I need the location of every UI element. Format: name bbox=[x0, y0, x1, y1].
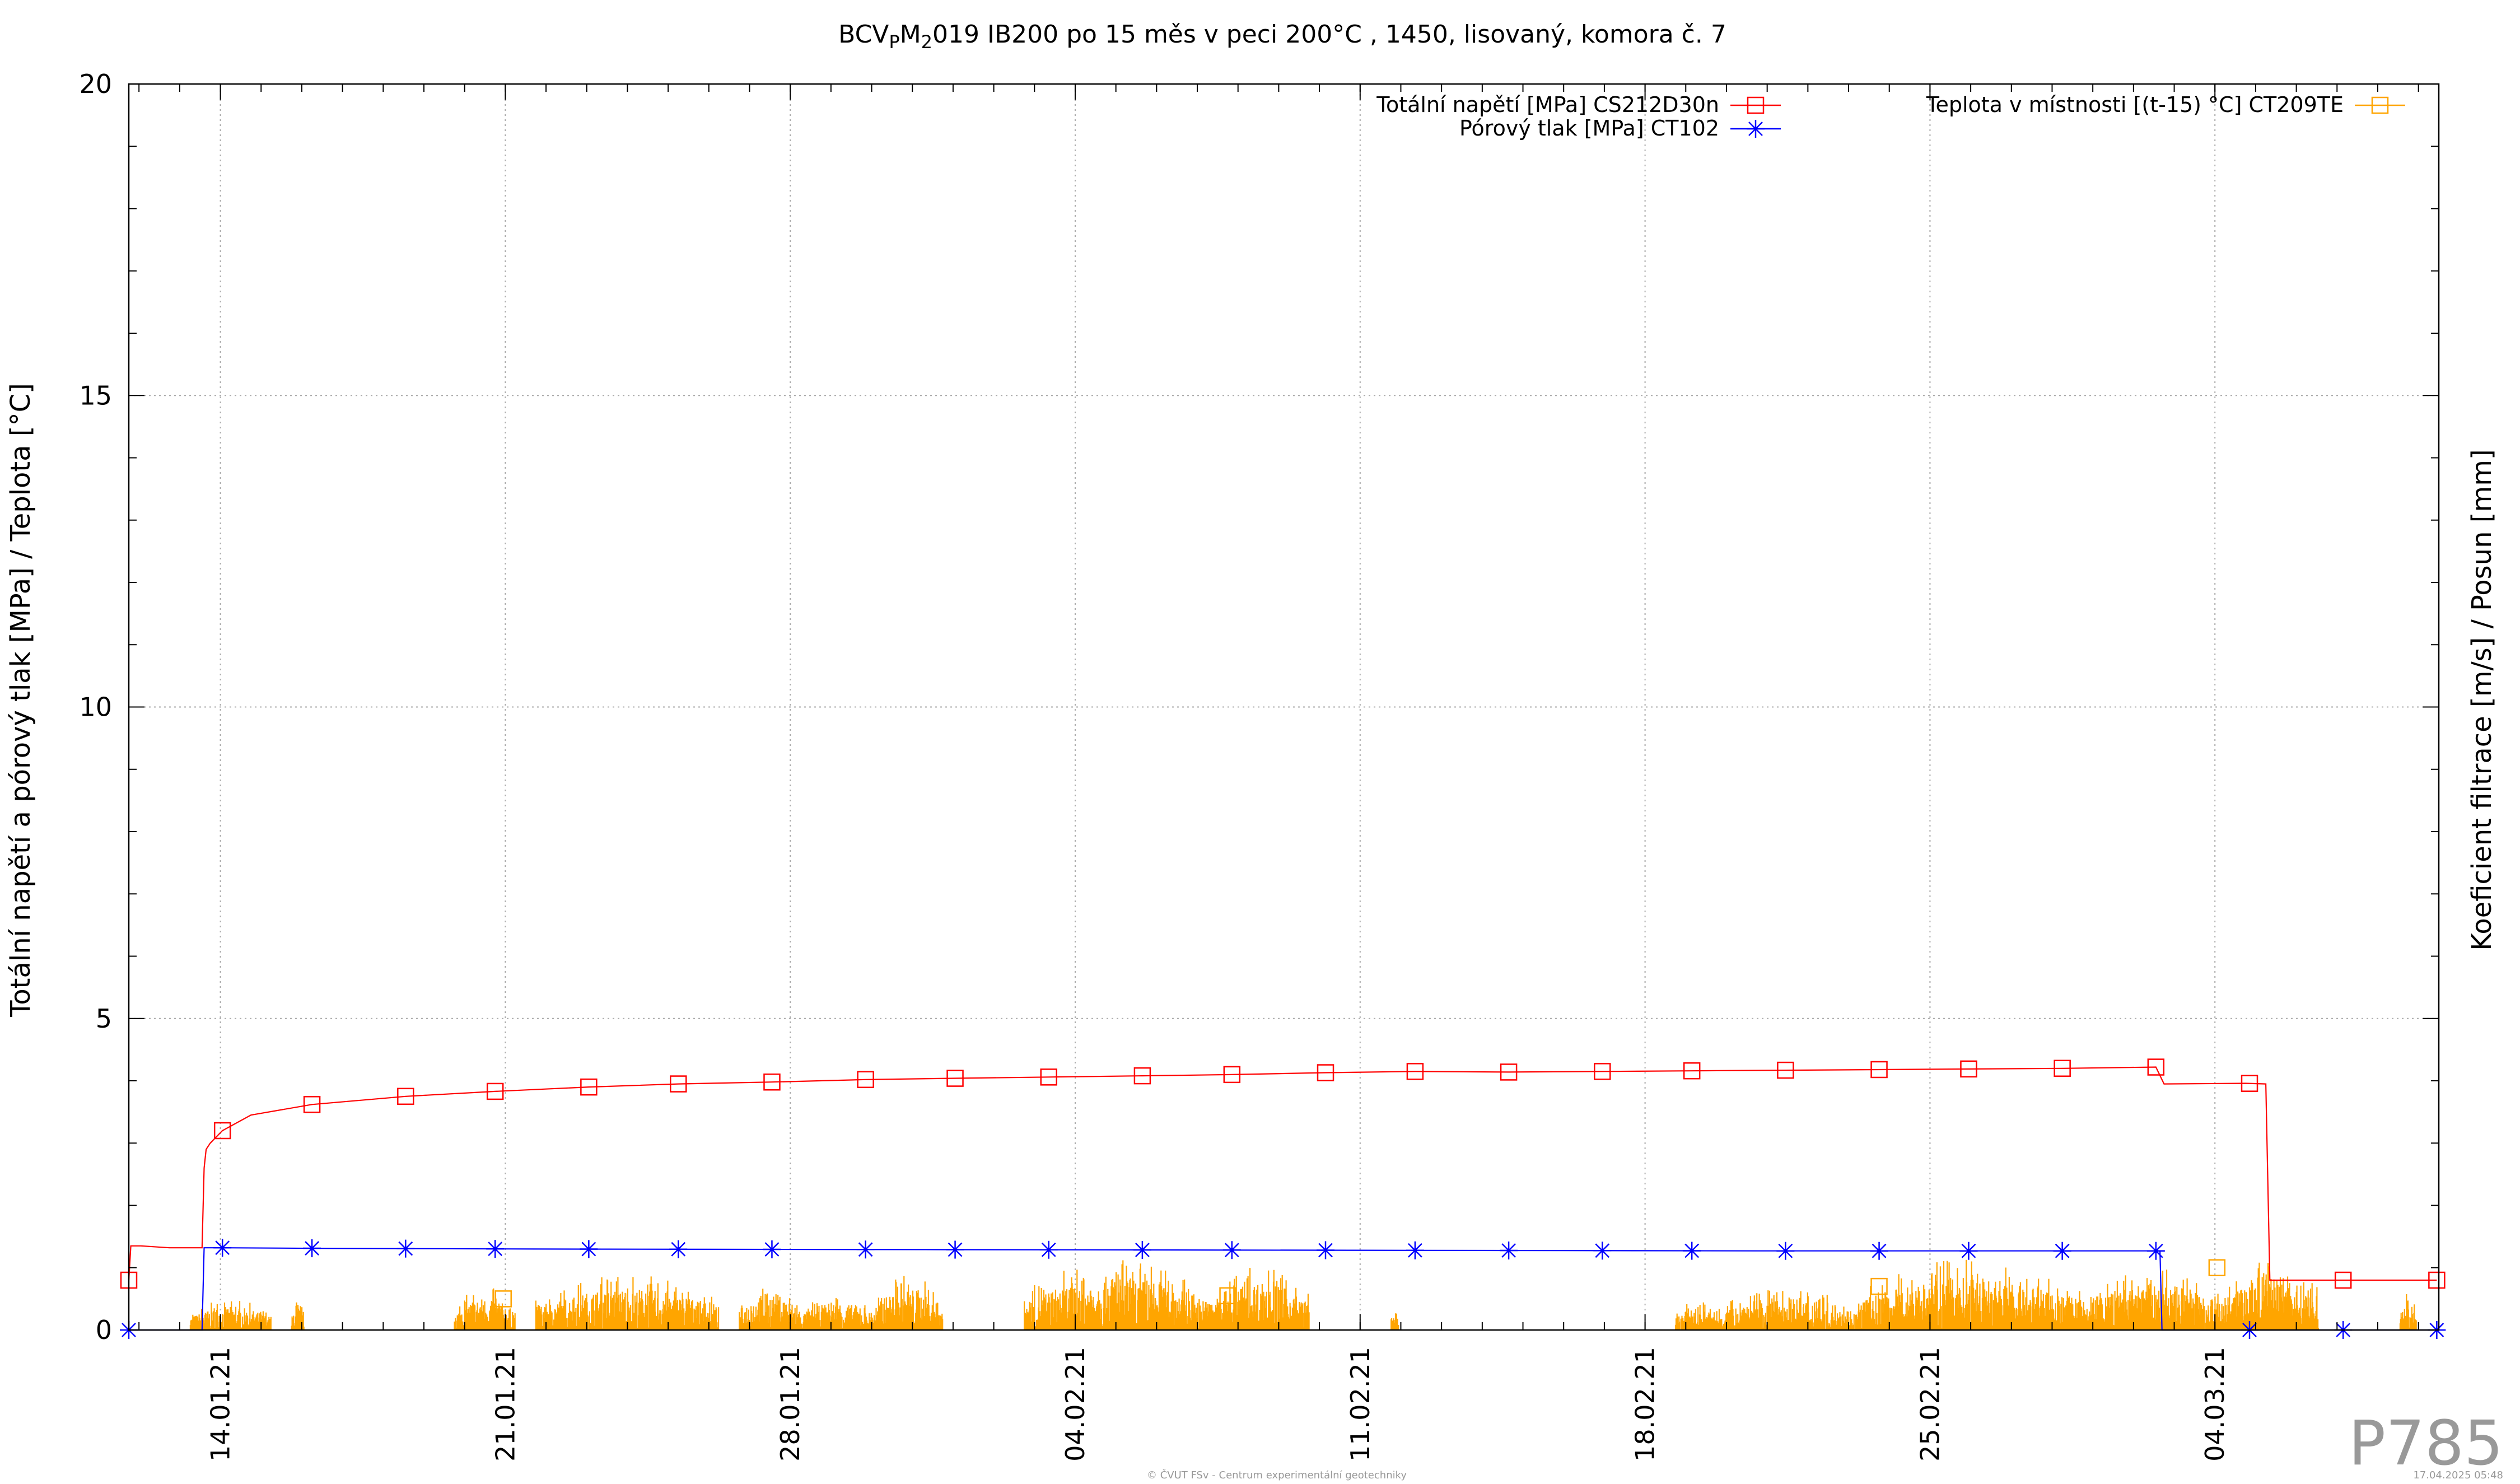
legend-marker bbox=[1747, 96, 1765, 114]
porovy-tlak-marker bbox=[396, 1239, 415, 1258]
totalni-napeti-marker bbox=[1683, 1062, 1701, 1080]
porovy-tlak-marker bbox=[946, 1240, 964, 1259]
totalni-napeti-marker bbox=[303, 1096, 321, 1113]
porovy-tlak-marker bbox=[1039, 1240, 1058, 1259]
y-axis-label: Totální napětí a pórový tlak [MPa] / Tep… bbox=[5, 383, 36, 1018]
porovy-tlak-marker bbox=[1133, 1241, 1151, 1259]
porovy-tlak-marker bbox=[1317, 1241, 1335, 1259]
totalni-napeti-marker bbox=[857, 1071, 874, 1089]
axis-ticks: 0 5 10 15 20 14.01.21 21.01.21 28.01.21 04.02.21… bbox=[79, 69, 2439, 1462]
totalni-napeti-marker bbox=[1223, 1066, 1241, 1084]
legend: Totální napětí [MPa] CS212D30n Pórový tl… bbox=[1376, 92, 2405, 141]
porovy-tlak-marker bbox=[303, 1239, 321, 1258]
x-tick-label: 04.03.21 bbox=[2200, 1347, 2230, 1462]
y-tick-label: 5 bbox=[96, 1004, 112, 1034]
x-tick-label: 21.01.21 bbox=[490, 1347, 520, 1462]
watermark: P785 bbox=[2349, 1407, 2503, 1479]
y2-axis-label: Koeficient filtrace [m/s] / Posun [mm] bbox=[2466, 449, 2498, 950]
legend-sample-porovy-tlak bbox=[1730, 120, 1781, 138]
totalni-napeti-marker bbox=[1317, 1064, 1334, 1081]
series-porovy-tlak bbox=[120, 1239, 2446, 1339]
x-tick-label: 04.02.21 bbox=[1060, 1347, 1090, 1462]
porovy-tlak-marker bbox=[1683, 1242, 1701, 1260]
porovy-tlak-marker bbox=[1959, 1242, 1978, 1260]
porovy-tlak-marker bbox=[763, 1240, 781, 1259]
totalni-napeti-marker bbox=[213, 1122, 231, 1140]
totalni-napeti-marker bbox=[1406, 1063, 1424, 1080]
totalni-napeti-marker bbox=[763, 1073, 781, 1091]
porovy-tlak-marker bbox=[1500, 1242, 1518, 1260]
teplota-marker bbox=[1219, 1287, 1236, 1305]
porovy-tlak-marker bbox=[2053, 1242, 2071, 1260]
y-tick-label: 20 bbox=[79, 69, 112, 99]
totalni-napeti-marker bbox=[1594, 1063, 1611, 1080]
porovy-tlak-marker bbox=[856, 1240, 875, 1259]
x-tick-label: 18.02.21 bbox=[1630, 1347, 1660, 1462]
legend-label-porovy-tlak: Pórový tlak [MPa] CT102 bbox=[1459, 116, 1719, 141]
teplota-marker bbox=[494, 1290, 512, 1308]
totalni-napeti-marker bbox=[946, 1070, 964, 1087]
totalni-napeti-line bbox=[128, 1066, 2437, 1281]
legend-sample-totalni-napeti bbox=[1730, 96, 1781, 114]
legend-label-totalni-napeti: Totální napětí [MPa] CS212D30n bbox=[1376, 92, 1719, 117]
totalni-napeti-marker bbox=[397, 1088, 414, 1105]
totalni-napeti-marker bbox=[2428, 1271, 2446, 1289]
porovy-tlak-marker bbox=[1222, 1241, 1241, 1259]
x-tick-label: 28.01.21 bbox=[775, 1347, 805, 1462]
grid bbox=[129, 84, 2439, 1330]
totalni-napeti-marker bbox=[486, 1082, 504, 1100]
porovy-tlak-line bbox=[129, 1247, 2437, 1331]
totalni-napeti-marker bbox=[2054, 1060, 2071, 1077]
totalni-napeti-marker bbox=[580, 1078, 598, 1096]
x-tick-label: 25.02.21 bbox=[1915, 1347, 1945, 1462]
porovy-tlak-marker bbox=[2146, 1242, 2165, 1260]
totalni-napeti-marker bbox=[670, 1075, 687, 1093]
series-totalni-napeti bbox=[120, 1058, 2446, 1289]
totalni-napeti-marker bbox=[2334, 1271, 2352, 1289]
totalni-napeti-marker bbox=[2147, 1058, 2165, 1076]
y-tick-label: 10 bbox=[79, 692, 112, 722]
legend-marker bbox=[1747, 120, 1765, 138]
totalni-napeti-marker bbox=[1040, 1068, 1057, 1086]
porovy-tlak-marker bbox=[1593, 1242, 1612, 1260]
footer-copyright: © ČVUT FSv - Centrum experimentální geot… bbox=[1147, 1469, 1407, 1481]
legend-marker bbox=[2371, 96, 2389, 114]
footer-timestamp: 17.04.2025 05:48 bbox=[2413, 1469, 2503, 1481]
totalni-napeti-marker bbox=[1960, 1060, 1977, 1078]
totalni-napeti-marker bbox=[1500, 1063, 1518, 1081]
x-tick-label: 11.02.21 bbox=[1345, 1347, 1375, 1462]
porovy-tlak-marker bbox=[213, 1239, 232, 1257]
legend-sample-teplota bbox=[2355, 96, 2405, 114]
totalni-napeti-marker bbox=[2241, 1075, 2258, 1092]
teplota-marker bbox=[1870, 1277, 1888, 1295]
y-tick-label: 0 bbox=[96, 1315, 112, 1345]
porovy-tlak-marker bbox=[669, 1240, 688, 1258]
teplota-marker bbox=[2208, 1259, 2226, 1276]
porovy-tlak-marker bbox=[1870, 1242, 1888, 1260]
porovy-tlak-marker bbox=[580, 1240, 598, 1258]
chart-title: BCVPM2019 IB200 po 15 měs v peci 200°C ,… bbox=[838, 20, 1726, 53]
porovy-tlak-marker bbox=[486, 1240, 505, 1258]
totalni-napeti-marker bbox=[1777, 1061, 1794, 1079]
porovy-tlak-marker bbox=[1406, 1241, 1424, 1259]
x-tick-label: 14.01.21 bbox=[206, 1347, 236, 1462]
legend-label-teplota: Teplota v místnosti [(t-15) °C] CT209TE bbox=[1926, 92, 2344, 117]
porovy-tlak-marker bbox=[1776, 1242, 1795, 1260]
y-tick-label: 15 bbox=[79, 380, 112, 410]
totalni-napeti-marker bbox=[1870, 1061, 1888, 1079]
totalni-napeti-marker bbox=[1133, 1067, 1151, 1085]
